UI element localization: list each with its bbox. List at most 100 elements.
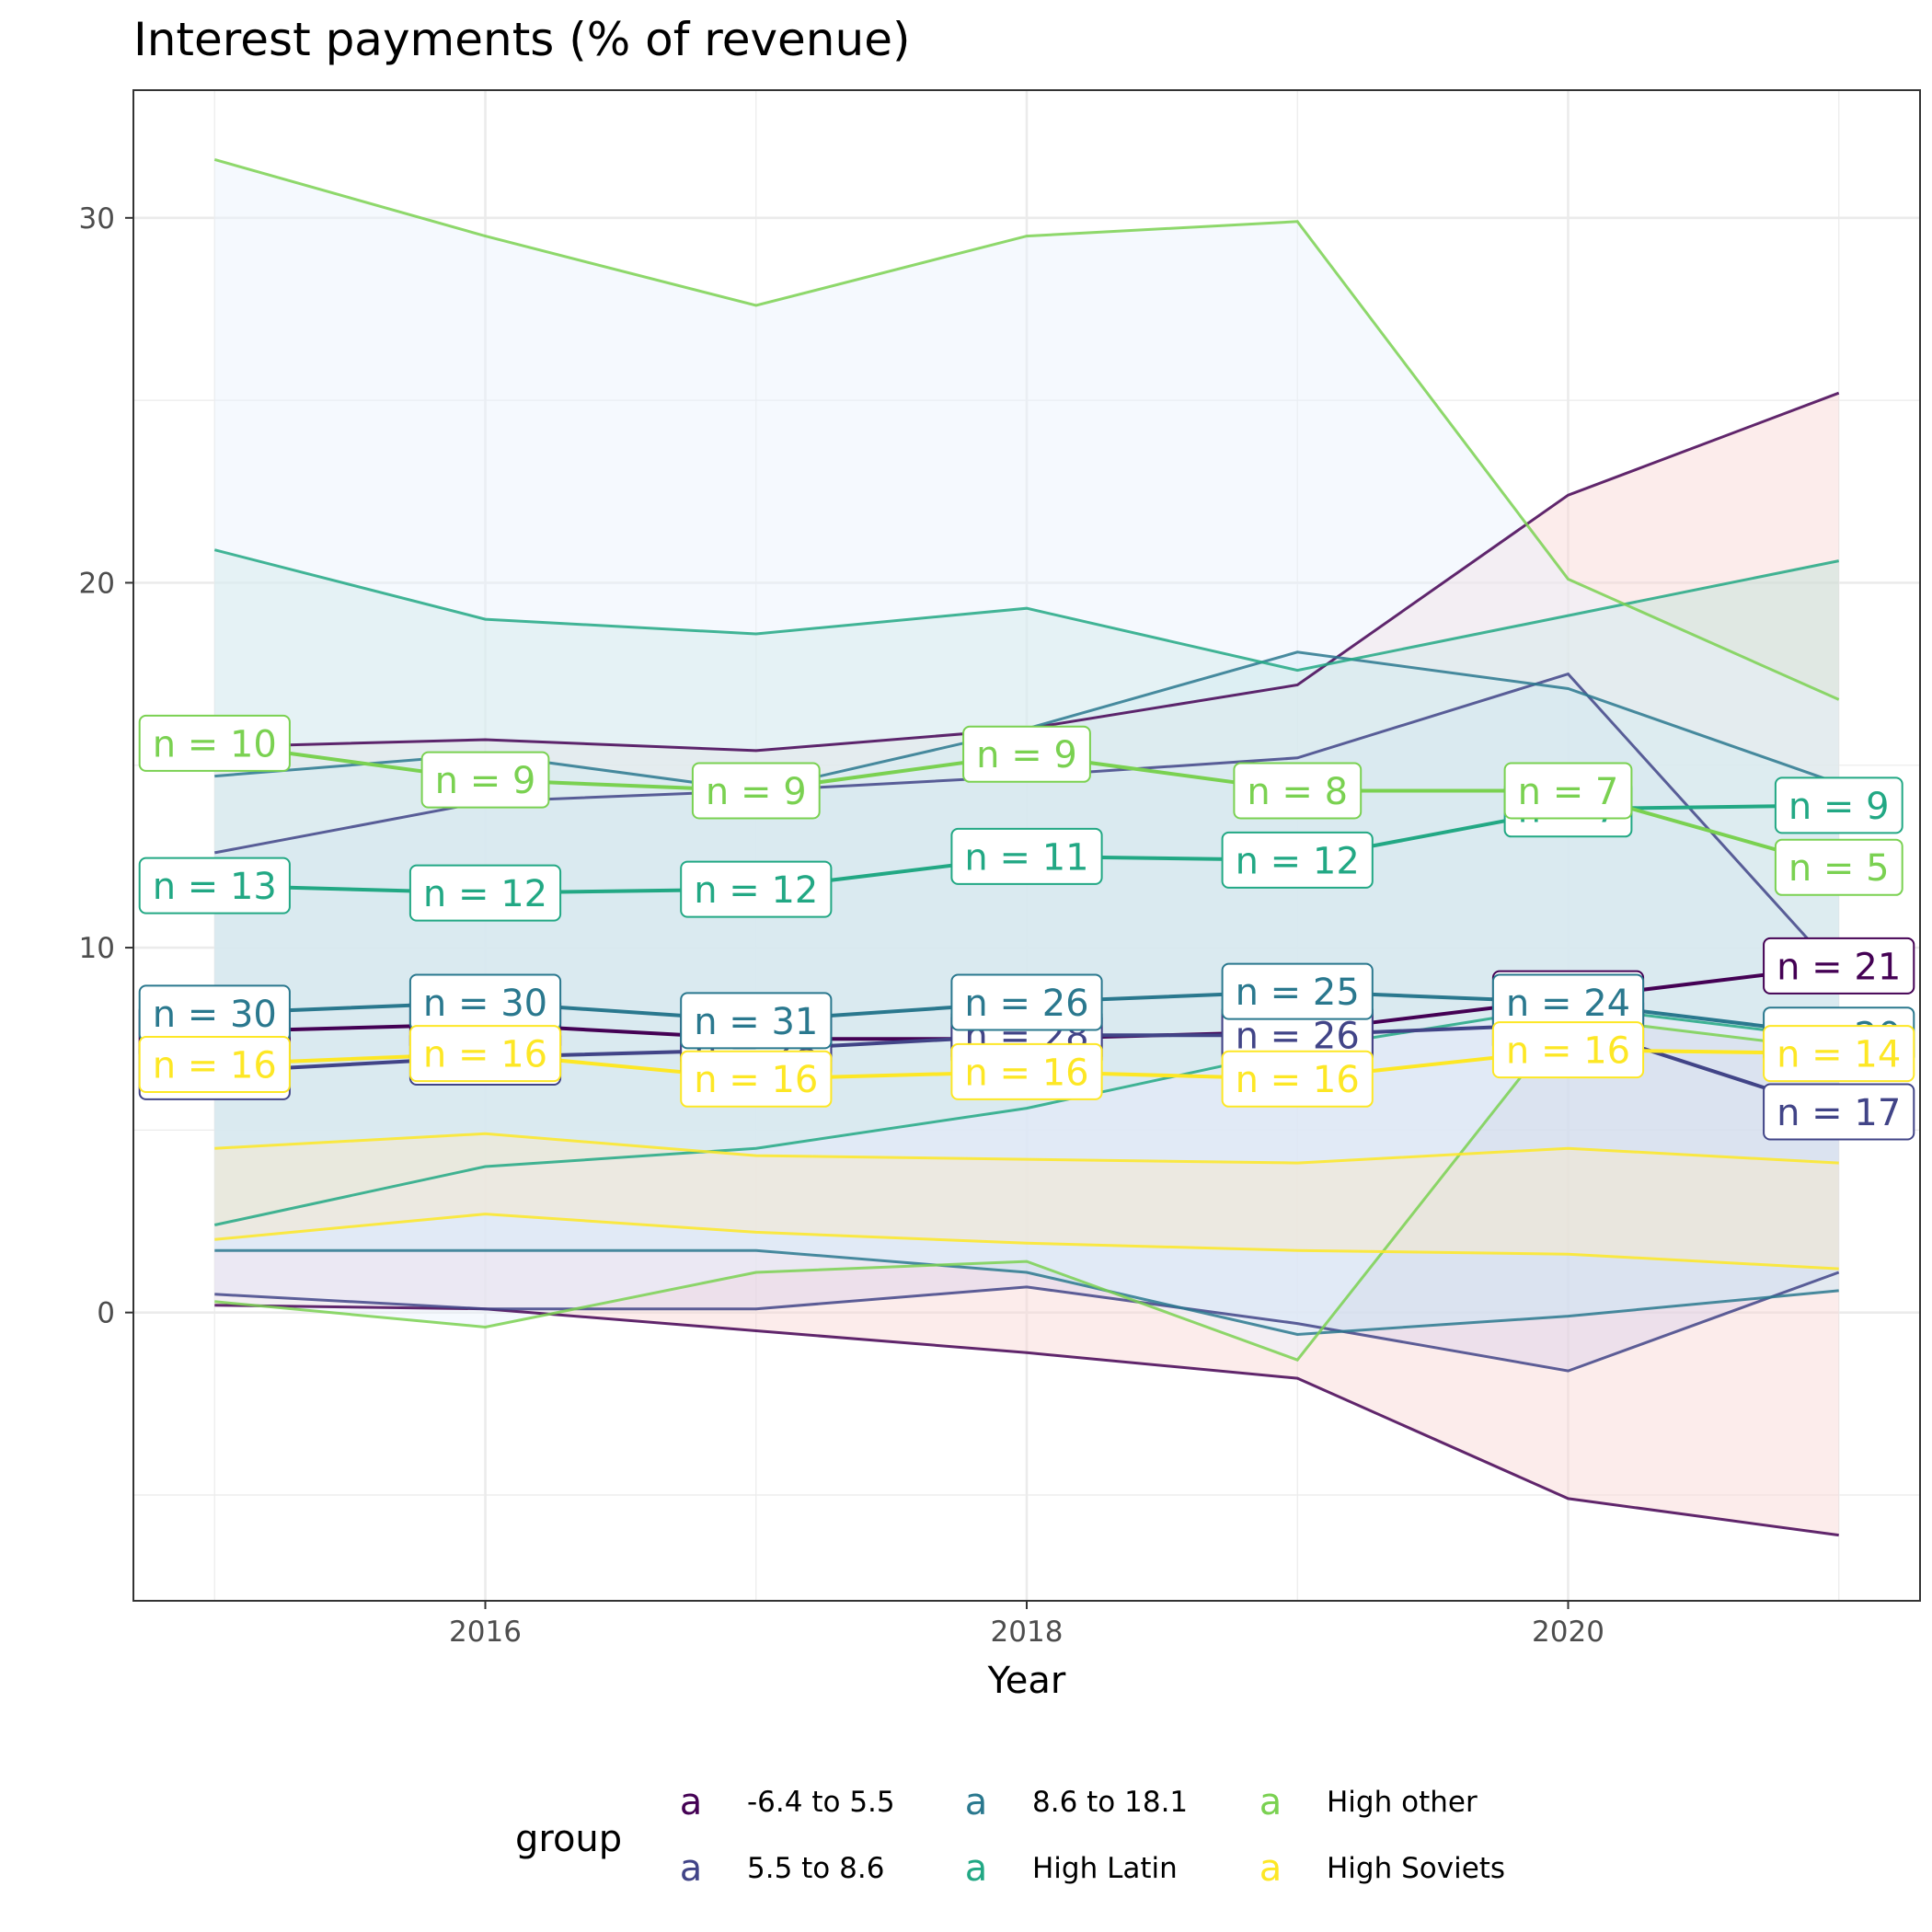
n-label-high-soviets: n = 16 [1491, 1021, 1645, 1079]
n-label-high-other: n = 8 [1233, 762, 1363, 820]
n-label-high-soviets: n = 16 [680, 1050, 833, 1108]
n-label-box [1221, 831, 1374, 889]
n-label-high-soviets: n = 16 [950, 1042, 1103, 1100]
n-label-box [1774, 838, 1903, 896]
legend-label: 5.5 to 8.6 [747, 1852, 884, 1885]
upper-line-high-other [213, 157, 1840, 701]
n-label-box [1763, 1083, 1915, 1141]
n-label-text: n = 9 [706, 771, 807, 813]
legend-item-8-6-to-18-1: a 8.6 to 18.1 [965, 1781, 1188, 1823]
legend-key: a [680, 1847, 703, 1890]
n-label-box [680, 860, 833, 918]
n-label-text: n = 30 [423, 983, 547, 1025]
n-label-text: n = 12 [1236, 840, 1360, 882]
n-label-high-latin: n = 13 [138, 857, 291, 914]
n-label-text: n = 8 [1247, 771, 1348, 813]
n-label-text: n = 17 [1777, 1092, 1901, 1134]
n-label-box [1763, 937, 1915, 995]
n-label-8-6-to-18-1: n = 24 [1491, 973, 1645, 1031]
n-label-box [691, 762, 821, 820]
n-label-text: n = 24 [1506, 983, 1630, 1025]
n-label-8-6-to-18-1: n = 31 [680, 992, 833, 1050]
chart-title: Interest payments (% of revenue) [133, 13, 910, 66]
n-label-box [1491, 1021, 1645, 1079]
n-label-high-soviets: n = 14 [1763, 1025, 1915, 1083]
n-label-box [408, 1025, 562, 1083]
n-label-high-other: n = 9 [962, 725, 1091, 783]
n-label-box [420, 751, 550, 809]
n-label-box [680, 992, 833, 1050]
legend-title: group [515, 1818, 622, 1860]
n-label-text: n = 12 [423, 873, 547, 915]
legend-label: -6.4 to 5.5 [747, 1786, 895, 1819]
legend: group a -6.4 to 5.5 a 5.5 to 8.6 a 8.6 to 18.… [515, 1781, 1505, 1890]
n-label-6-4-to-5-5: n = 21 [1763, 937, 1915, 995]
n-label-text: n = 16 [1236, 1059, 1360, 1101]
n-label-text: n = 9 [1788, 786, 1890, 828]
y-tick-label: 10 [79, 932, 115, 965]
n-label-high-latin: n = 12 [408, 864, 562, 922]
n-label-box [1774, 776, 1903, 834]
n-label-8-6-to-18-1: n = 30 [408, 973, 562, 1031]
legend-key: a [1259, 1781, 1282, 1823]
n-label-box [1503, 762, 1633, 820]
x-tick-label: 2018 [991, 1616, 1064, 1649]
n-label-high-other: n = 10 [138, 714, 291, 772]
upper-line-high-soviets [214, 1132, 1839, 1165]
legend-item-5-5-to-8-6: a 5.5 to 8.6 [680, 1847, 885, 1890]
n-label-high-latin: n = 12 [1221, 831, 1374, 889]
legend-label: High other [1327, 1786, 1478, 1819]
n-label-box [950, 1042, 1103, 1100]
y-axis: 0 10 20 30 [79, 202, 133, 1330]
x-tick-label: 2016 [449, 1616, 522, 1649]
band-high-soviets [214, 1133, 1839, 1270]
n-label-high-other: n = 7 [1503, 762, 1633, 820]
legend-label: High Soviets [1327, 1852, 1505, 1885]
n-label-box [962, 725, 1091, 783]
y-tick-label: 30 [79, 202, 115, 236]
n-label-box [1221, 1050, 1374, 1108]
n-label-box [680, 1050, 833, 1108]
n-label-high-latin: n = 12 [680, 860, 833, 918]
legend-label: High Latin [1032, 1852, 1178, 1885]
n-label-box [1221, 962, 1374, 1020]
legend-item-high-latin: a High Latin [965, 1847, 1178, 1890]
n-label-text: n = 16 [153, 1044, 277, 1087]
n-label-box [138, 857, 291, 914]
n-label-high-latin: n = 11 [950, 827, 1103, 885]
n-label-high-other: n = 9 [691, 762, 821, 820]
legend-item-6-4-to-5-5: a -6.4 to 5.5 [680, 1781, 895, 1823]
legend-key: a [680, 1781, 703, 1823]
n-label-text: n = 16 [694, 1059, 818, 1101]
n-labels: n = 29n = 30n = 28n = 28n = 26n = 24n = … [138, 714, 1915, 1141]
n-label-text: n = 26 [964, 983, 1088, 1025]
n-label-text: n = 9 [976, 734, 1077, 776]
n-label-high-latin: n = 9 [1774, 776, 1903, 834]
y-tick-label: 0 [97, 1297, 115, 1330]
n-label-box [950, 973, 1103, 1031]
n-label-text: n = 14 [1777, 1033, 1901, 1075]
n-label-high-soviets: n = 16 [1221, 1050, 1374, 1108]
y-tick-label: 20 [79, 567, 115, 600]
n-label-box [1763, 1025, 1915, 1083]
n-label-high-soviets: n = 16 [138, 1036, 291, 1093]
n-label-text: n = 31 [694, 1001, 818, 1043]
n-label-text: n = 7 [1518, 771, 1619, 813]
n-label-box [408, 864, 562, 922]
band-high-latin [214, 549, 1839, 1225]
legend-key: a [1259, 1847, 1282, 1890]
n-label-text: n = 16 [964, 1052, 1088, 1094]
n-label-text: n = 13 [153, 866, 277, 908]
lower-line-5-5-to-8-6 [214, 1271, 1840, 1373]
n-label-high-other: n = 5 [1774, 838, 1903, 896]
n-label-text: n = 30 [153, 994, 277, 1036]
x-axis-title: Year [987, 1660, 1066, 1702]
n-label-text: n = 11 [964, 836, 1088, 879]
n-label-text: n = 9 [435, 760, 536, 802]
legend-item-high-other: a High other [1259, 1781, 1478, 1823]
x-tick-label: 2020 [1532, 1616, 1604, 1649]
lower-line-high-soviets [214, 1213, 1839, 1271]
x-axis: 2016 2018 2020 [449, 1601, 1604, 1649]
n-label-5-5-to-8-6: n = 17 [1763, 1083, 1915, 1141]
